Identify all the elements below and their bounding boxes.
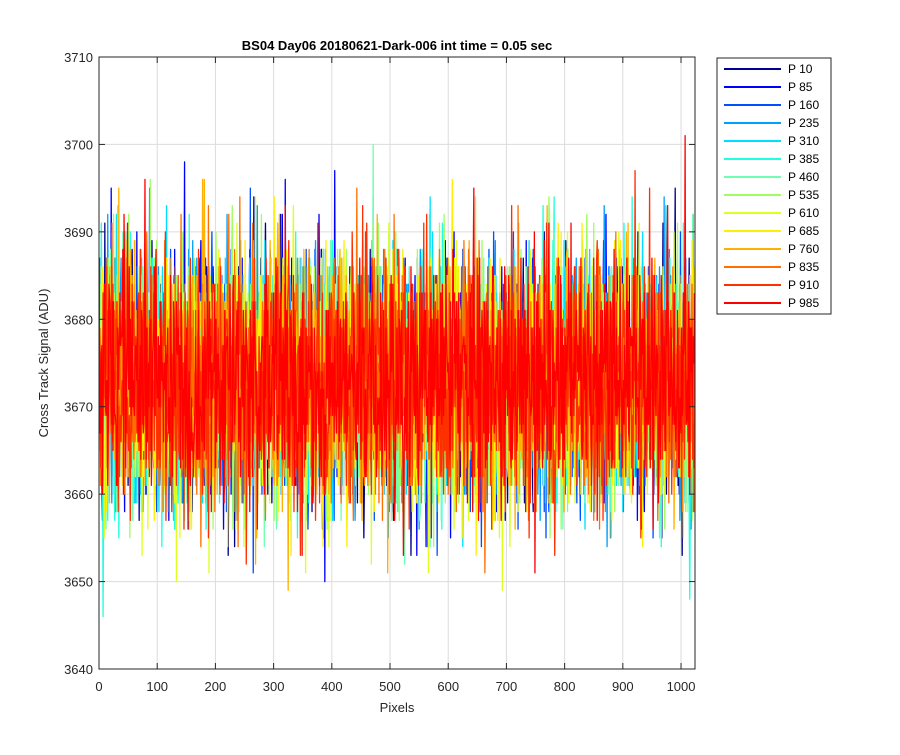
legend-label: P 985 <box>788 296 819 310</box>
x-tick-label: 700 <box>496 679 518 694</box>
legend-label: P 160 <box>788 98 819 112</box>
legend-label: P 835 <box>788 260 819 274</box>
plot-area-border <box>98 56 696 670</box>
x-tick-label: 600 <box>437 679 459 694</box>
x-tick-label: 100 <box>146 679 168 694</box>
legend-label: P 10 <box>788 62 813 76</box>
x-tick-label: 900 <box>612 679 634 694</box>
x-tick-label: 0 <box>95 679 102 694</box>
x-axis-label: Pixels <box>380 700 415 715</box>
series-line-p985 <box>99 135 695 574</box>
legend-label: P 910 <box>788 278 819 292</box>
series-layer <box>99 135 695 618</box>
legend-label: P 310 <box>788 134 819 148</box>
y-tick-label: 3670 <box>64 400 93 415</box>
axis-ticks: 0 100 200 300 400 500 600 700 800 900 1000 3640 3650… <box>64 50 695 694</box>
chart-title: BS04 Day06 20180621-Dark-006 int time = … <box>242 38 552 53</box>
legend-label: P 235 <box>788 116 819 130</box>
y-tick-label: 3640 <box>64 662 93 677</box>
y-tick-label: 3700 <box>64 137 93 152</box>
x-tick-label: 300 <box>263 679 285 694</box>
legend-label: P 535 <box>788 188 819 202</box>
y-axis-label: Cross Track Signal (ADU) <box>36 289 51 438</box>
y-tick-label: 3690 <box>64 225 93 240</box>
x-tick-label: 1000 <box>667 679 696 694</box>
legend-label: P 85 <box>788 80 813 94</box>
legend-box <box>716 57 832 315</box>
y-tick-label: 3660 <box>64 487 93 502</box>
y-tick-label: 3710 <box>64 50 93 65</box>
legend-label: P 610 <box>788 206 819 220</box>
legend: P 10 P 85 P 160 P 235 P 310 P 385 P 460 P 535 P … <box>716 57 832 315</box>
x-tick-label: 800 <box>554 679 576 694</box>
x-tick-label: 500 <box>379 679 401 694</box>
legend-label: P 385 <box>788 152 819 166</box>
legend-label: P 460 <box>788 170 819 184</box>
x-tick-label: 200 <box>205 679 227 694</box>
y-tick-label: 3650 <box>64 575 93 590</box>
y-tick-label: 3680 <box>64 312 93 327</box>
legend-label: P 760 <box>788 242 819 256</box>
x-tick-label: 400 <box>321 679 343 694</box>
legend-label: P 685 <box>788 224 819 238</box>
